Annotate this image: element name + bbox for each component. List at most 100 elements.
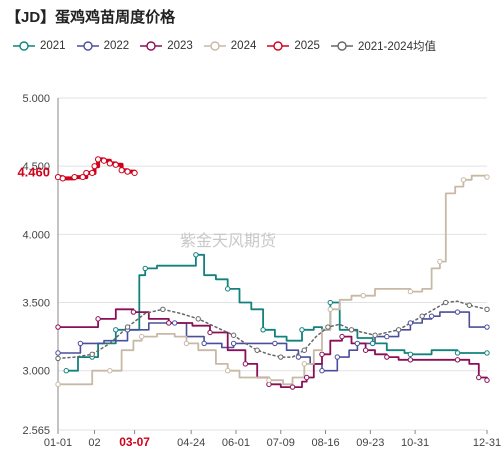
x-tick-label: 04-24 — [177, 437, 205, 449]
legend-item[interactable]: 2021-2024均值 — [330, 38, 436, 54]
y-tick-label: 5.000 — [22, 93, 50, 105]
x-tick-label: 07-09 — [267, 437, 295, 449]
series-point — [362, 347, 369, 353]
series-point — [407, 288, 414, 295]
series-point — [476, 374, 482, 381]
series-point — [124, 168, 131, 175]
series-point — [327, 306, 333, 313]
series-point — [484, 377, 490, 383]
axes — [57, 98, 488, 434]
series-point — [89, 169, 96, 177]
y-tick-label: 2.565 — [22, 425, 50, 437]
legend-label: 2021 — [40, 40, 66, 52]
y-tick-label: 4.000 — [22, 229, 50, 241]
legend-item[interactable]: 2021 — [12, 40, 66, 52]
x-tick-label: 10-31 — [401, 437, 429, 449]
x-tick-label: 08-16 — [311, 437, 339, 449]
legend-swatch-icon — [203, 41, 226, 51]
legend-item[interactable]: 2024 — [203, 40, 256, 52]
series-point — [278, 354, 284, 360]
series-point — [83, 169, 90, 177]
series-point — [91, 163, 98, 170]
legend-item[interactable]: 2023 — [139, 40, 193, 52]
series-point — [360, 293, 366, 299]
series-point — [193, 252, 199, 258]
series-point — [230, 340, 237, 347]
legend-swatch-icon — [267, 41, 290, 51]
x-tick-label: 03-07 — [119, 435, 150, 449]
series-point — [299, 327, 305, 333]
legend-item[interactable]: 2022 — [76, 40, 130, 52]
y-tick-label: 3.500 — [22, 298, 50, 310]
legend-label: 2025 — [294, 40, 320, 52]
series-point — [254, 347, 260, 353]
series-point — [454, 357, 461, 363]
series-point — [419, 313, 425, 319]
series-point — [348, 327, 355, 333]
series-point — [131, 169, 138, 177]
series-point — [242, 361, 249, 367]
series-point — [183, 340, 190, 347]
series-point — [171, 320, 178, 326]
series-point — [63, 367, 69, 374]
series-line-2023 — [57, 308, 488, 388]
series-point — [407, 351, 414, 358]
x-tick-label: 01-01 — [44, 437, 72, 449]
series-point — [142, 265, 148, 272]
series-point — [437, 258, 443, 265]
series-point — [55, 324, 61, 330]
series — [56, 157, 488, 388]
series-point — [112, 161, 119, 168]
series-point — [160, 306, 166, 313]
series-point — [354, 340, 361, 347]
series-point — [295, 354, 302, 360]
legend-label: 2023 — [167, 40, 193, 52]
series-point — [372, 332, 378, 338]
series-point — [55, 350, 61, 356]
series-point — [428, 313, 435, 319]
series-point — [384, 333, 390, 340]
series-point — [59, 175, 66, 182]
series-point — [260, 327, 266, 333]
series-point — [100, 157, 108, 164]
series-point — [301, 361, 308, 367]
series-point — [443, 299, 449, 306]
series-point — [124, 324, 131, 330]
series-point — [460, 177, 467, 183]
series-point — [466, 302, 473, 308]
chart-title: 【JD】蛋鸡鸡苗周度价格 — [6, 9, 176, 26]
series-point — [130, 309, 137, 315]
series-point — [454, 350, 461, 356]
markers — [54, 156, 490, 390]
series-point — [94, 156, 102, 163]
series-point — [201, 340, 207, 347]
series-point — [327, 299, 333, 306]
legend-label: 2022 — [103, 40, 130, 52]
x-tick-label: 09-23 — [356, 437, 384, 449]
series-point — [55, 355, 61, 362]
series-point — [395, 327, 402, 333]
legend-swatch-icon — [13, 41, 35, 51]
x-tick-label: 06-01 — [222, 437, 250, 449]
series-point — [407, 320, 414, 326]
series-point — [118, 167, 125, 174]
series-point — [319, 367, 325, 374]
series-point — [138, 333, 145, 340]
series-point — [303, 374, 310, 381]
watermark: 紫金天风期货 — [180, 231, 276, 250]
series-point — [484, 174, 490, 180]
legend-item[interactable]: 2025 — [266, 40, 320, 52]
series-point — [71, 173, 78, 181]
series-line-2024 — [57, 174, 488, 386]
legend-swatch-icon — [330, 41, 353, 51]
series-point — [113, 327, 119, 333]
series-point — [107, 367, 113, 374]
series-point — [369, 340, 376, 347]
series-point — [325, 324, 331, 330]
series-point — [77, 340, 84, 347]
series-point — [79, 173, 86, 181]
legend-swatch-icon — [140, 41, 163, 51]
legend: 2021 2022 2023 2024 2025 2021-2024均值 — [12, 38, 500, 54]
series-point — [225, 367, 231, 374]
